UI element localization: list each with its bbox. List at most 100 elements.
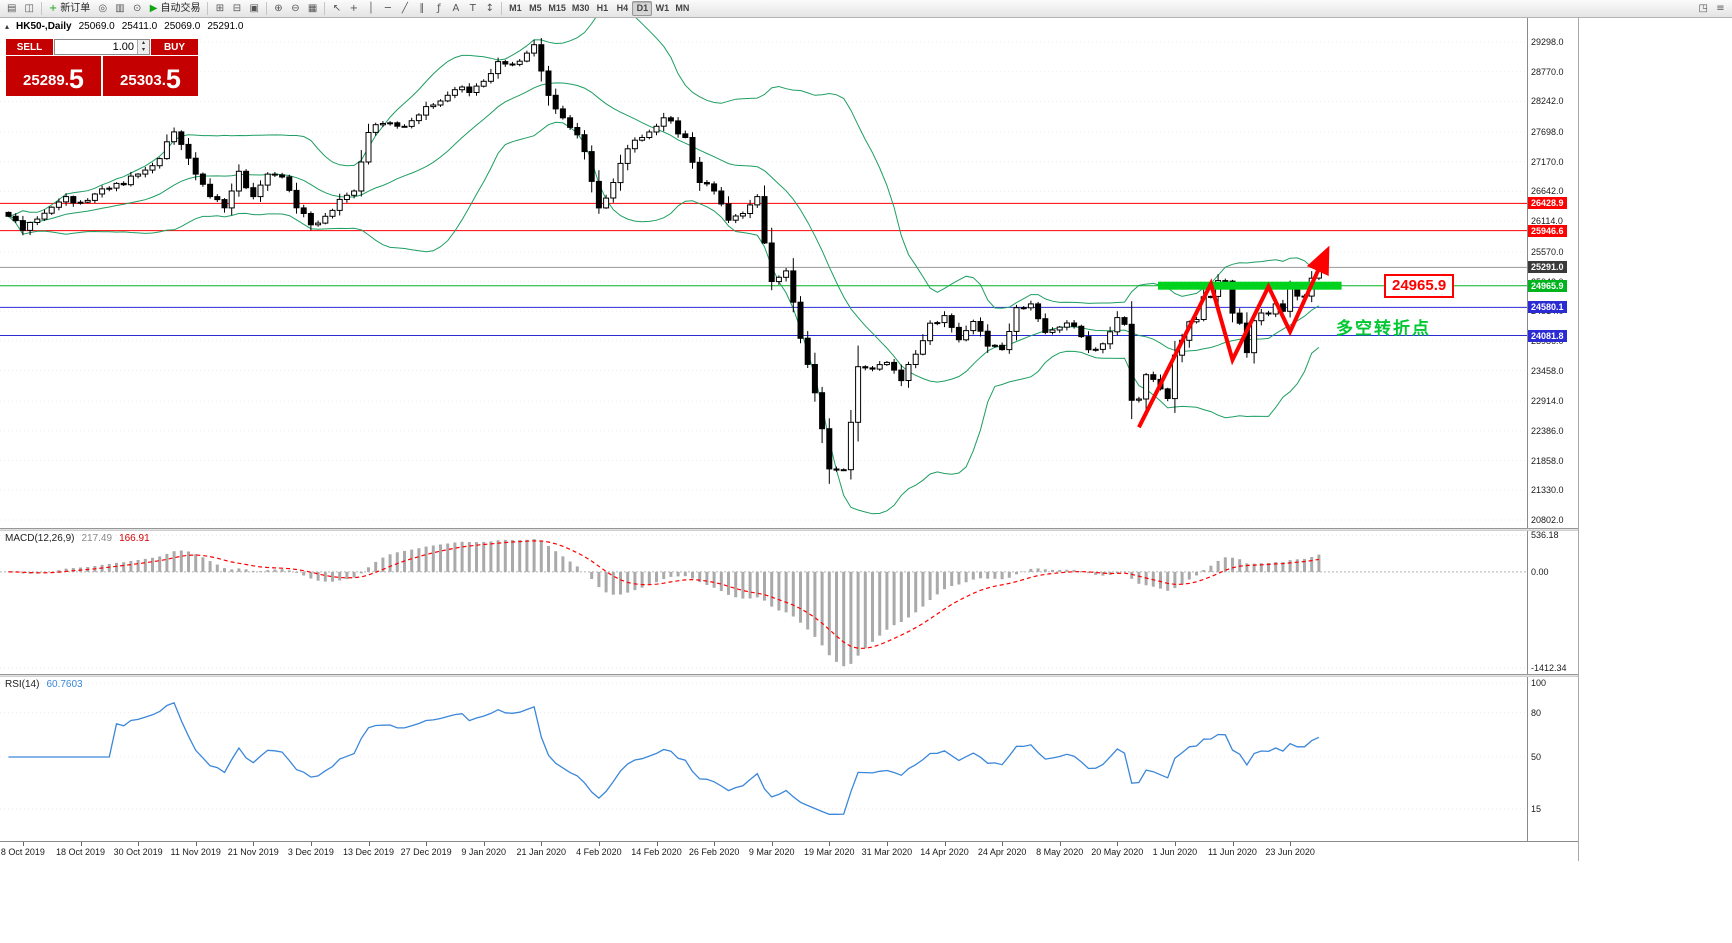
- autotrading-button[interactable]: ▶ 自动交易: [146, 1, 205, 16]
- toolbar-separator: [40, 2, 42, 15]
- buy-button[interactable]: BUY: [151, 39, 198, 55]
- scale-tick: 50: [1531, 752, 1542, 762]
- green-resistance-bar[interactable]: [1158, 281, 1342, 290]
- cursor-icon: ↖: [332, 2, 342, 14]
- zoom-out-button[interactable]: ⊖: [287, 1, 304, 16]
- date-label: 21 Nov 2019: [227, 847, 279, 857]
- volume-field[interactable]: 1.00 ▴ ▾: [54, 39, 150, 55]
- crosshair-button[interactable]: +: [345, 1, 362, 16]
- price-level-chip: 24081.8: [1528, 329, 1567, 342]
- navigator-button[interactable]: ◎: [94, 1, 111, 16]
- scale-tick: 27170.0: [1531, 156, 1564, 167]
- volume-down-icon[interactable]: ▾: [138, 47, 149, 54]
- date-label: 3 Dec 2019: [287, 847, 334, 857]
- toolbar-separator: [324, 2, 326, 15]
- time-tick: [1232, 842, 1234, 846]
- profiles-button[interactable]: ◫: [20, 1, 37, 16]
- rsi-line: [8, 701, 1320, 815]
- channel-button[interactable]: ∥: [413, 1, 430, 16]
- panel-separator[interactable]: [0, 528, 1578, 531]
- timeframe-M15[interactable]: M15: [548, 3, 566, 13]
- volume-value[interactable]: 1.00: [112, 41, 134, 53]
- text-button[interactable]: A: [447, 1, 464, 16]
- main-chart-panel[interactable]: ▴ HK50-,Daily 25069.0 25411.0 25069.0 25…: [0, 18, 1527, 528]
- toolbar-separator: [265, 2, 267, 15]
- date-label: 24 Apr 2020: [977, 847, 1027, 857]
- arrange-windows-button[interactable]: ▣: [245, 1, 262, 16]
- date-label: 14 Feb 2020: [631, 847, 682, 857]
- macd-canvas[interactable]: [0, 531, 1527, 674]
- cascade-windows-button[interactable]: ⊟: [228, 1, 245, 16]
- timeframe-D1[interactable]: D1: [632, 1, 653, 16]
- rsi-canvas[interactable]: [0, 677, 1527, 841]
- tile-windows-button[interactable]: ⊞: [211, 1, 228, 16]
- collapse-icon[interactable]: ▴: [5, 22, 10, 31]
- rsi-panel[interactable]: RSI(14) 60.7603: [0, 677, 1527, 841]
- time-scale[interactable]: 8 Oct 2019 18 Oct 2019 30 Oct 2019 11 Nov 2…: [0, 841, 1578, 861]
- arrows-button[interactable]: ↕: [481, 1, 498, 16]
- date-label: 19 Mar 2020: [804, 847, 855, 857]
- timeframe-W1[interactable]: W1: [655, 3, 670, 13]
- price-scale[interactable]: 29298.0 28770.0 28242.0 27698.0 27170.0 26642…: [1527, 18, 1578, 841]
- note-text[interactable]: 多空转折点: [1336, 318, 1431, 338]
- date-label: 18 Oct 2019: [55, 847, 106, 857]
- channel-icon: ∥: [419, 2, 425, 14]
- time-tick: [368, 842, 370, 846]
- date-label: 31 Mar 2020: [861, 847, 913, 857]
- volume-up-icon[interactable]: ▴: [138, 40, 149, 47]
- scale-tick: 26114.0: [1531, 216, 1563, 227]
- zoom-out-icon: ⊖: [291, 2, 300, 14]
- sell-button[interactable]: SELL: [6, 39, 53, 55]
- price-flag-label[interactable]: 24965.9: [1384, 273, 1455, 298]
- time-tick: [598, 842, 600, 846]
- panel-separator[interactable]: [0, 674, 1578, 677]
- date-label: 21 Jan 2020: [516, 847, 567, 857]
- rsi-label: RSI(14): [5, 679, 40, 690]
- main-chart-canvas[interactable]: [0, 18, 1527, 528]
- buy-price-button[interactable]: 25303. 5: [103, 56, 198, 96]
- new-chart-icon: ▤: [7, 2, 17, 14]
- ohlc-high: 25411.0: [121, 21, 158, 32]
- time-tick: [310, 842, 312, 846]
- red-zigzag-arrow[interactable]: [1137, 245, 1330, 429]
- scale-tick: 23458.0: [1531, 365, 1564, 376]
- trendline-button[interactable]: ╱: [396, 1, 413, 16]
- timeframe-M30[interactable]: M30: [571, 3, 590, 13]
- time-tick: [944, 842, 946, 846]
- zoom-in-button[interactable]: ⊕: [270, 1, 287, 16]
- horizontal-line-button[interactable]: ─: [379, 1, 396, 16]
- data-window-button[interactable]: ▥: [111, 1, 128, 16]
- sell-price-button[interactable]: 25289. 5: [6, 56, 101, 96]
- timeframe-H1[interactable]: H1: [596, 3, 609, 13]
- toolbar-left-group: ▤ ◫ + 新订单 ◎ ▥ ⊙ ▶ 自动交易 ⊞ ⊟ ▣ ⊕ ⊖ ▦ ↖ + │ ─ ╱ ∥ ƒ A T ↕ M1 M5 M15 M30…: [3, 1, 692, 16]
- timeframe-MN[interactable]: MN: [675, 3, 690, 13]
- scale-tick: 28242.0: [1531, 96, 1564, 107]
- toolbar-separator: [501, 2, 503, 15]
- window-mode-button[interactable]: ◳: [1695, 1, 1712, 16]
- date-label: 1 Jun 2020: [1152, 847, 1198, 857]
- scale-tick: 28770.0: [1531, 66, 1564, 77]
- timeframe-M5[interactable]: M5: [529, 3, 542, 13]
- text-label-button[interactable]: T: [464, 1, 481, 16]
- market-watch-icon: ⊙: [133, 2, 142, 14]
- scale-tick: 25570.0: [1531, 246, 1564, 257]
- vertical-line-button[interactable]: │: [362, 1, 379, 16]
- macd-panel[interactable]: MACD(12,26,9) 217.49 166.91: [0, 531, 1527, 674]
- trendline-icon: ╱: [401, 2, 408, 14]
- new-chart-button[interactable]: ▤: [3, 1, 20, 16]
- macd-label: MACD(12,26,9): [5, 533, 75, 544]
- volume-stepper[interactable]: ▴ ▾: [137, 40, 149, 54]
- menu-button[interactable]: ≡: [1712, 1, 1729, 16]
- new-order-button[interactable]: + 新订单: [45, 1, 94, 16]
- fibonacci-button[interactable]: ƒ: [430, 1, 447, 16]
- market-watch-button[interactable]: ⊙: [129, 1, 146, 16]
- grid-button[interactable]: ▦: [304, 1, 321, 16]
- grid-icon: ▦: [307, 2, 318, 14]
- date-label: 9 Mar 2020: [748, 847, 795, 857]
- scale-tick: 29298.0: [1531, 37, 1564, 47]
- timeframe-H4[interactable]: H4: [616, 3, 629, 13]
- timeframe-M1[interactable]: M1: [509, 3, 522, 13]
- buy-price-big-digit: 5: [165, 64, 181, 94]
- date-label: 11 Nov 2019: [170, 847, 221, 857]
- cursor-button[interactable]: ↖: [328, 1, 345, 16]
